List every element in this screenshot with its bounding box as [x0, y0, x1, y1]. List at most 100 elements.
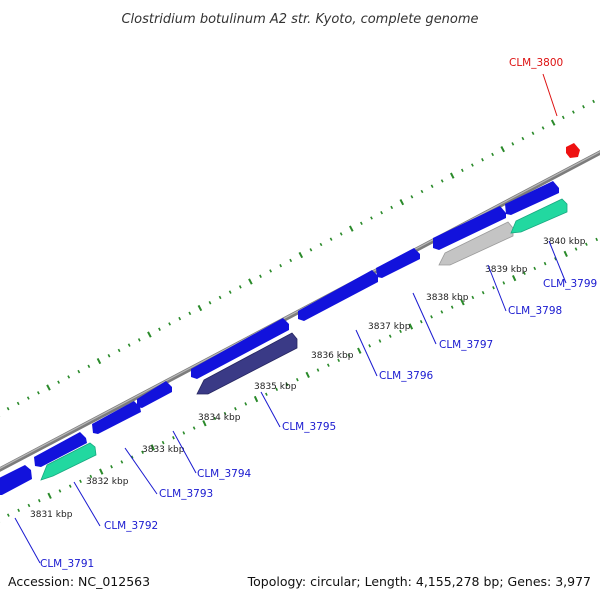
outer-tick	[410, 195, 414, 199]
inner-tick	[161, 440, 165, 445]
gene-labels: CLM_3791 CLM_3792 CLM_3793 CLM_3794 CLM_…	[40, 57, 597, 570]
inner-tick	[408, 323, 414, 330]
leader-clm-3798	[487, 264, 507, 312]
kbp-label-3831: 3831 kbp	[30, 510, 73, 520]
inner-tick	[419, 319, 423, 324]
inner-tick	[574, 247, 578, 251]
inner-tick	[388, 334, 392, 338]
inner-tick	[120, 460, 124, 464]
inner-tick	[563, 250, 568, 258]
gene-label-clm-3800[interactable]: CLM_3800	[509, 57, 563, 69]
gene-feature-clm-3797[interactable]	[376, 248, 420, 278]
outer-tick	[298, 251, 304, 259]
gene-label-clm-3797[interactable]: CLM_3797	[439, 339, 493, 351]
kbp-label-3838: 3838 kbp	[426, 293, 469, 303]
leader-clm-3800	[542, 73, 558, 117]
inner-tick	[223, 411, 227, 416]
outer-tick	[329, 237, 333, 241]
forward-strand-track	[0, 181, 559, 495]
inner-tick	[357, 347, 362, 354]
inner-tick	[6, 513, 10, 517]
kbp-label-3835: 3835 kbp	[254, 382, 297, 392]
rna-feature-clm-3792[interactable]	[40, 442, 97, 481]
outer-tick	[197, 304, 203, 312]
gene-feature-clm-3795-fwd[interactable]	[191, 318, 289, 379]
outer-tick	[592, 99, 596, 104]
outer-tick	[107, 354, 111, 358]
inner-tick	[511, 274, 517, 282]
inner-tick	[150, 444, 156, 451]
inner-tick	[554, 257, 557, 261]
gene-feature-clm-3794[interactable]	[137, 381, 172, 408]
inner-tick	[471, 295, 475, 300]
leader-clm-3799	[548, 240, 567, 284]
outer-tick	[218, 295, 222, 300]
inner-tick	[58, 489, 62, 493]
outer-tick	[491, 152, 495, 157]
gene-label-clm-3791[interactable]: CLM_3791	[40, 558, 94, 570]
gene-feature-clm-3796[interactable]	[298, 270, 378, 321]
inner-tick	[440, 310, 444, 314]
inner-tick	[378, 339, 382, 343]
outer-tick	[178, 316, 182, 321]
gene-feature-clm-3792-fwd[interactable]	[34, 432, 87, 467]
inner-tick	[502, 281, 506, 285]
outer-tick	[531, 131, 535, 135]
outer-tick	[117, 348, 121, 353]
outer-tick	[582, 105, 585, 109]
inner-tick	[213, 416, 217, 421]
leader-clm-3797	[412, 292, 437, 345]
outer-tick	[228, 290, 232, 294]
inner-tick	[27, 503, 31, 508]
outer-tick	[208, 301, 212, 305]
outer-tick	[259, 274, 262, 278]
outer-tick	[309, 248, 313, 252]
outer-tick	[440, 179, 444, 183]
outer-tick	[541, 126, 545, 130]
gene-label-clm-3795[interactable]: CLM_3795	[282, 421, 336, 433]
gene-label-clm-3796[interactable]: CLM_3796	[379, 370, 434, 382]
inner-tick	[68, 484, 72, 488]
accession-label: Accession: NC_012563	[8, 574, 150, 589]
inner-tick-ring	[0, 237, 599, 523]
highlight-feature-clm-3800[interactable]	[566, 143, 580, 158]
inner-tick	[523, 271, 526, 275]
inner-tick	[172, 436, 175, 440]
outer-tick	[481, 158, 484, 162]
outer-tick	[6, 407, 10, 411]
outer-tick	[561, 115, 565, 120]
gene-feature-clm-3799-fwd[interactable]	[505, 181, 559, 215]
outer-tick	[339, 232, 343, 236]
kbp-label-3836: 3836 kbp	[311, 351, 354, 361]
gene-label-clm-3793[interactable]: CLM_3793	[159, 488, 213, 500]
outer-tick	[147, 331, 152, 338]
gene-label-clm-3799[interactable]: CLM_3799	[543, 278, 597, 290]
gene-feature-clm-3798-fwd[interactable]	[433, 206, 506, 250]
outer-tick	[158, 327, 161, 331]
outer-tick	[289, 258, 293, 263]
outer-tick	[359, 221, 363, 225]
leader-clm-3795	[260, 391, 281, 428]
gene-label-clm-3794[interactable]: CLM_3794	[197, 468, 252, 480]
outer-tick	[380, 211, 384, 215]
inner-tick	[17, 508, 21, 513]
gene-feature-clm-3793[interactable]	[92, 401, 141, 434]
outer-tick	[470, 163, 474, 167]
gene-feature-clm-3791[interactable]	[0, 465, 32, 495]
pseudo-feature-clm-3798[interactable]	[438, 221, 514, 266]
gene-label-clm-3798[interactable]: CLM_3798	[508, 305, 562, 317]
outer-tick	[511, 142, 515, 146]
inner-tick	[492, 286, 495, 290]
inner-tick	[585, 242, 588, 246]
outer-tick	[390, 205, 394, 210]
gene-feature-clm-3795-rev[interactable]	[196, 332, 298, 395]
gene-label-clm-3792[interactable]: CLM_3792	[104, 520, 158, 532]
map-title: Clostridium botulinum A2 str. Kyoto, com…	[121, 12, 478, 27]
inner-tick	[202, 420, 207, 427]
inner-tick	[460, 299, 465, 306]
inner-tick	[285, 382, 289, 387]
rna-feature-clm-3799[interactable]	[510, 198, 568, 234]
outer-tick	[399, 199, 405, 206]
genome-summary: Topology: circular; Length: 4,155,278 bp…	[247, 574, 591, 589]
